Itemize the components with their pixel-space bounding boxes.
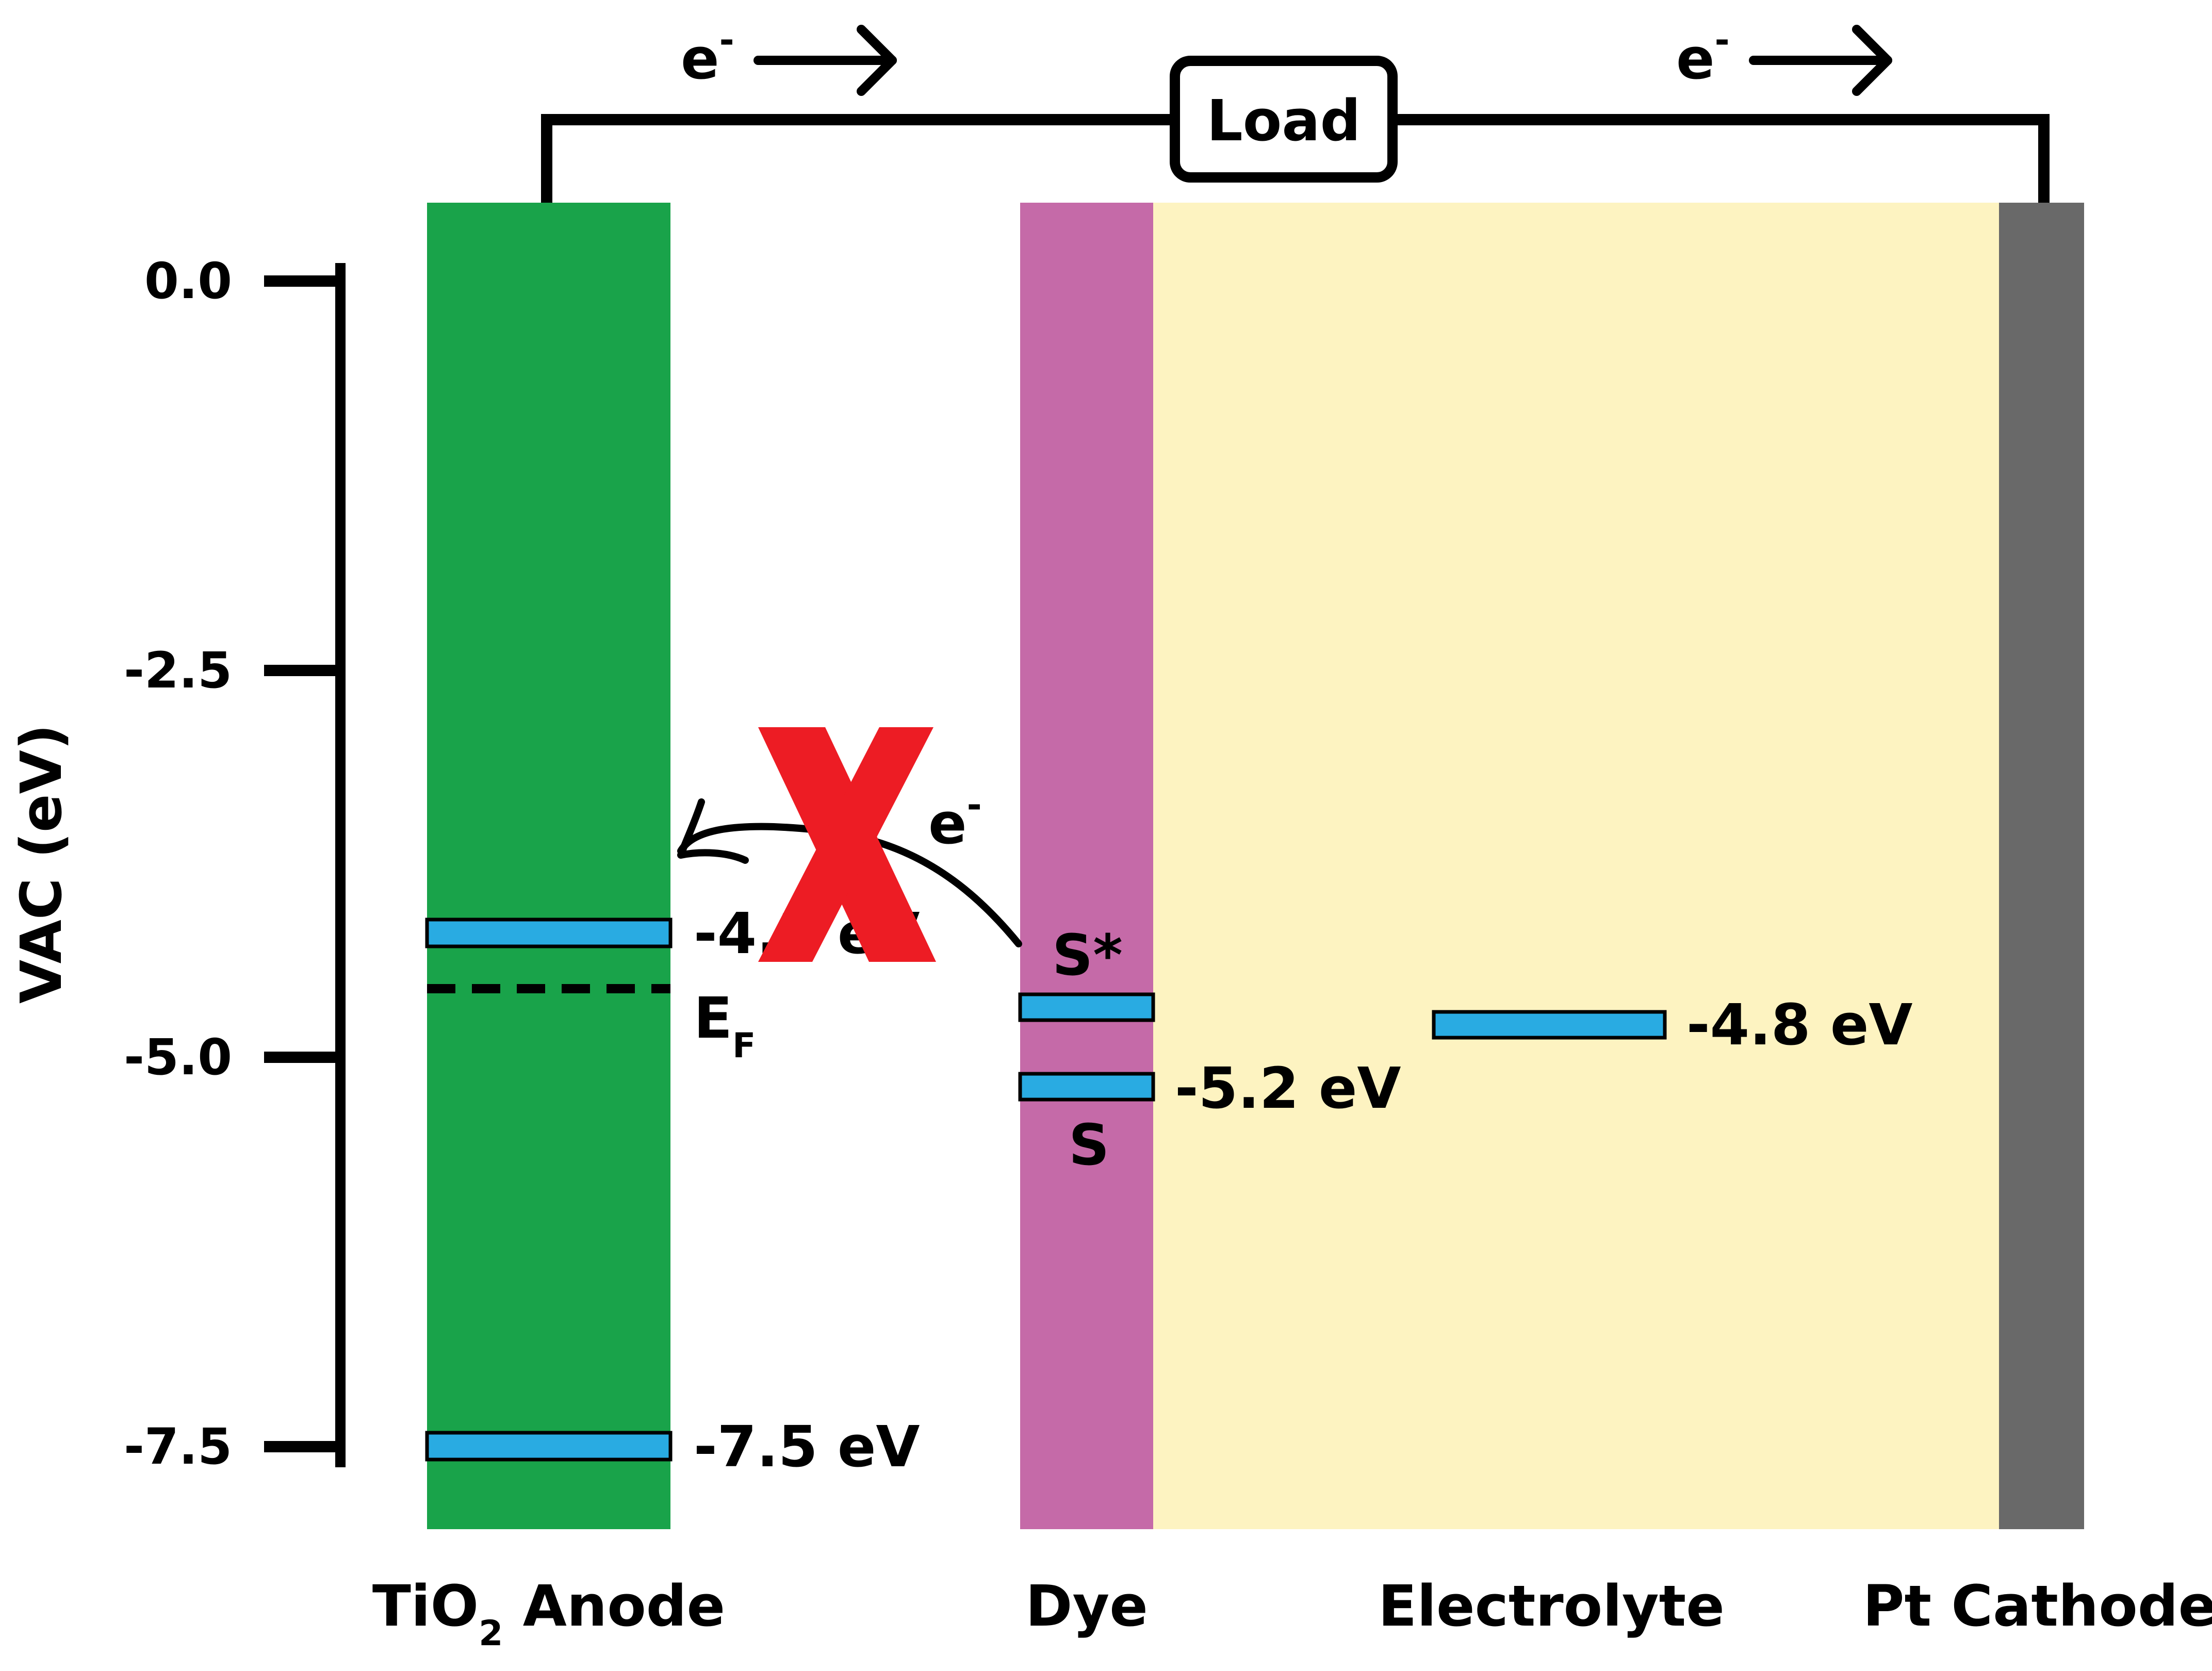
dye-label: Dye (1025, 1573, 1148, 1639)
anode-conduction-band-level (425, 918, 673, 948)
load-label: Load (1207, 88, 1361, 154)
fermi-level-label: EF (694, 985, 756, 1066)
arrow-right-icon (753, 25, 897, 96)
electrolyte-redox-level (1432, 1010, 1667, 1040)
blocked-x-icon (758, 727, 936, 962)
axis-tick-label: -7.5 (124, 1418, 232, 1476)
dye-level-value: -5.2 eV (1175, 1055, 1401, 1121)
anode-vb-value: -7.5 eV (694, 1414, 920, 1480)
tio2-anode-region (427, 203, 670, 1529)
electron-label-left: e- (681, 19, 734, 92)
dye-ground-level (1018, 1072, 1155, 1102)
axis-tick-label: -2.5 (124, 642, 232, 699)
electrolyte-level-value: -4.8 eV (1686, 992, 1913, 1058)
arrow-right-icon (1749, 25, 1892, 96)
transfer-electron-label: e- (928, 784, 982, 857)
dye-excited-label: S* (1052, 922, 1123, 988)
axis-tick-label: 0.0 (144, 252, 232, 310)
electrolyte-label: Electrolyte (1378, 1573, 1725, 1639)
anode-label: TiO2 Anode (372, 1573, 725, 1654)
load-box (1170, 56, 1398, 183)
axis-tick-label: -5.0 (124, 1028, 232, 1086)
circuit-wire-right (1392, 114, 2050, 203)
arrowhead-icon (677, 798, 749, 864)
dye-region (1020, 203, 1153, 1529)
dye-excited-level (1018, 992, 1155, 1022)
electrolyte-region (1153, 203, 1999, 1529)
cathode-label: Pt Cathode (1863, 1573, 2212, 1639)
pt-cathode-region (1999, 203, 2084, 1529)
anode-valence-band-level (425, 1431, 673, 1462)
dye-ground-label: S (1069, 1112, 1109, 1178)
electron-label-right: e- (1676, 19, 1730, 92)
circuit-wire-left (541, 114, 1175, 203)
axis-title: VAC (eV) (8, 724, 74, 1004)
